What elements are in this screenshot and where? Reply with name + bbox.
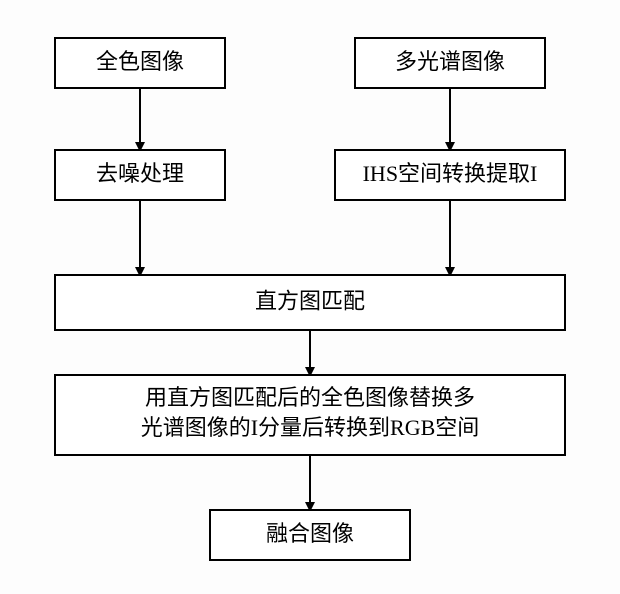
flow-node-n4: IHS空间转换提取I (335, 150, 565, 200)
flow-node-label: 全色图像 (96, 49, 184, 74)
flowchart-canvas: 全色图像 多光谱图像去噪处理 IHS空间转换提取I 直方图匹配用直方图匹配后的全色图像… (0, 0, 620, 594)
flow-node-label: 融合图像 (266, 521, 354, 546)
flow-node-label: 直方图匹配 (255, 289, 365, 314)
flow-node-label: 去噪处理 (96, 161, 184, 186)
flow-node-n3: 去噪处理 (55, 150, 225, 200)
flow-node-n5: 直方图匹配 (55, 275, 565, 330)
flow-node-label: IHS空间转换提取I (363, 161, 538, 186)
flow-node-label: 光谱图像的I分量后转换到RGB空间 (141, 415, 480, 440)
flow-node-label: 多光谱图像 (395, 49, 505, 74)
flow-node-n6: 用直方图匹配后的全色图像替换多光谱图像的I分量后转换到RGB空间 (55, 375, 565, 455)
flow-node-n2: 多光谱图像 (355, 38, 545, 88)
flow-node-label: 用直方图匹配后的全色图像替换多 (145, 385, 475, 410)
flow-node-n7: 融合图像 (210, 510, 410, 560)
flow-node-n1: 全色图像 (55, 38, 225, 88)
